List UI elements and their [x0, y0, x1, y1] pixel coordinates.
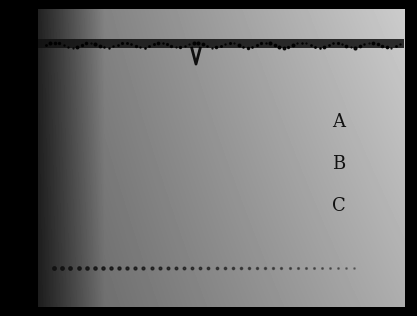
Text: A: A [332, 113, 345, 131]
Text: C: C [332, 197, 345, 215]
Bar [38, 39, 404, 48]
Text: B: B [332, 155, 345, 173]
